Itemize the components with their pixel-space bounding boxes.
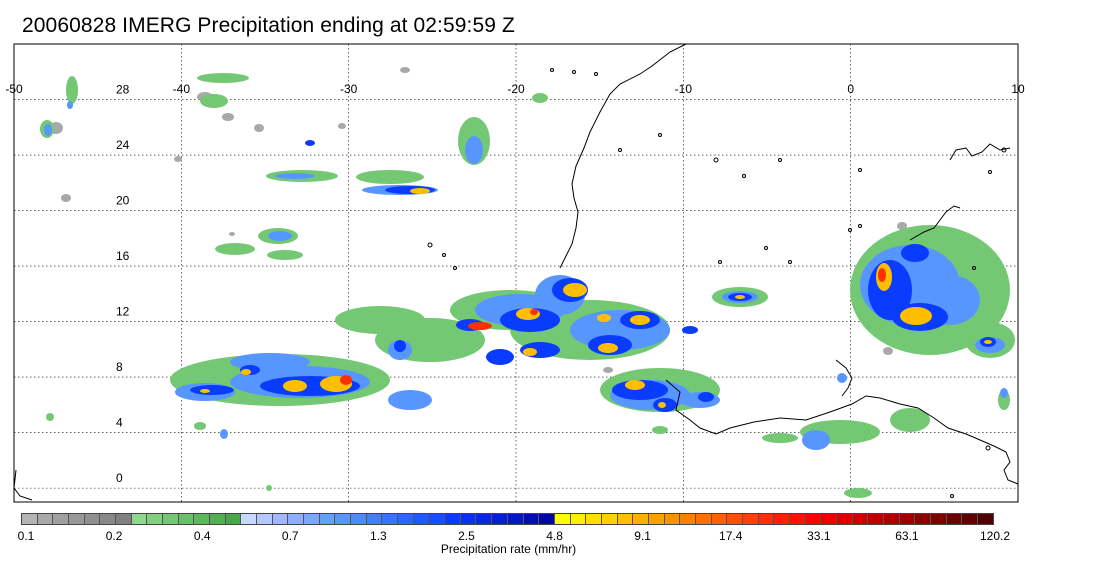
colorbar-tick-label: 0.7 [281, 529, 299, 543]
colorbar-swatch [977, 514, 993, 524]
colorbar-swatch [962, 514, 978, 524]
colorbar-swatch [225, 514, 242, 524]
colorbar-swatch [304, 514, 320, 524]
colorbar-label: Precipitation rate (mm/hr) [440, 542, 577, 556]
colorbar-swatch [319, 514, 336, 524]
lon-tick-label: -50 [5, 82, 23, 96]
coastline [14, 44, 1018, 501]
colorbar-swatch [899, 514, 916, 524]
map-title: 20060828 IMERG Precipitation ending at 0… [22, 14, 515, 37]
colorbar-swatch [84, 514, 101, 524]
lon-tick-label: -20 [507, 82, 525, 96]
colorbar-tick-label: 0.1 [17, 529, 35, 543]
colorbar-swatch [366, 514, 383, 524]
colorbar-swatch [492, 514, 508, 524]
colorbar-swatch [664, 514, 681, 524]
colorbar-swatch [445, 514, 461, 524]
lat-tick-label: 0 [116, 471, 123, 485]
colorbar-swatch [429, 514, 446, 524]
colorbar-swatch [930, 514, 947, 524]
colorbar-swatch [836, 514, 853, 524]
lon-tick-label: 10 [1011, 82, 1025, 96]
colorbar-swatch [335, 514, 352, 524]
colorbar-swatch [351, 514, 367, 524]
lat-tick-label: 8 [116, 360, 123, 374]
colorbar-swatch [586, 514, 602, 524]
colorbar-swatch [398, 514, 414, 524]
colorbar-swatch [37, 514, 54, 524]
colorbar-swatch [617, 514, 634, 524]
colorbar-swatch [554, 514, 571, 524]
colorbar-swatch [633, 514, 649, 524]
colorbar-tick-label: 17.4 [719, 529, 743, 543]
lon-tick-label: -10 [675, 82, 693, 96]
colorbar-swatch [413, 514, 430, 524]
colorbar-swatch [194, 514, 211, 524]
colorbar-swatch [69, 514, 85, 524]
colorbar-swatch [523, 514, 540, 524]
colorbar-swatch [22, 514, 38, 524]
colorbar-swatch [868, 514, 884, 524]
colorbar-swatch [163, 514, 179, 524]
colorbar-swatch [742, 514, 759, 524]
colorbar-tick-label: 63.1 [895, 529, 919, 543]
colorbar-swatch [257, 514, 273, 524]
colorbar-swatch [570, 514, 587, 524]
lon-tick-label: -40 [173, 82, 191, 96]
colorbar-swatch [272, 514, 289, 524]
colorbar-tick-label: 9.1 [634, 529, 651, 543]
colorbar-swatch [460, 514, 477, 524]
precipitation-field [14, 44, 1018, 501]
lat-tick-label: 4 [116, 416, 123, 430]
lat-tick-label: 24 [116, 138, 130, 152]
colorbar-swatch [539, 514, 555, 524]
colorbar-swatch [821, 514, 837, 524]
colorbar-swatch [507, 514, 524, 524]
colorbar-tick-label: 4.8 [546, 529, 563, 543]
colorbar-swatch [695, 514, 712, 524]
colorbar-swatch [946, 514, 963, 524]
lat-tick-label: 12 [116, 305, 130, 319]
colorbar-swatch [805, 514, 822, 524]
colorbar-swatch [116, 514, 132, 524]
precipitation-map[interactable]: -50 -40 -30 -20 -10 0 10 28 24 20 16 12 8 4 0 [0, 0, 1101, 512]
colorbar-swatch [758, 514, 775, 524]
colorbar-tick-label: 0.2 [105, 529, 123, 543]
colorbar-tick-labels: 0.1 0.2 0.4 0.7 1.3 2.5 4.8 9.1 17.4 33.1 63.1 120.… [0, 529, 1101, 545]
colorbar-swatch [852, 514, 869, 524]
colorbar-swatch [382, 514, 399, 524]
colorbar [21, 513, 994, 525]
colorbar-tick-label: 2.5 [458, 529, 475, 543]
colorbar-swatch [178, 514, 195, 524]
lon-tick-label: 0 [847, 82, 854, 96]
colorbar-swatch [131, 514, 148, 524]
colorbar-swatch [883, 514, 900, 524]
colorbar-swatch [601, 514, 618, 524]
colorbar-tick-label: 1.3 [370, 529, 387, 543]
colorbar-swatch [100, 514, 117, 524]
colorbar-swatch [915, 514, 931, 524]
colorbar-swatch [727, 514, 743, 524]
colorbar-swatch [288, 514, 305, 524]
colorbar-tick-label: 0.4 [193, 529, 211, 543]
colorbar-swatch [210, 514, 226, 524]
colorbar-swatch [648, 514, 665, 524]
lon-tick-label: -30 [340, 82, 358, 96]
colorbar-swatch [53, 514, 70, 524]
colorbar-swatch [680, 514, 696, 524]
colorbar-swatch [789, 514, 806, 524]
lat-tick-label: 20 [116, 194, 130, 208]
colorbar-swatch [711, 514, 728, 524]
colorbar-swatch [774, 514, 790, 524]
lat-tick-label: 28 [116, 83, 130, 97]
colorbar-swatch [241, 514, 258, 524]
lat-tick-label: 16 [116, 249, 130, 263]
colorbar-tick-label: 120.2 [979, 529, 1011, 543]
colorbar-swatch [476, 514, 493, 524]
colorbar-tick-label: 33.1 [807, 529, 831, 543]
colorbar-swatch [147, 514, 164, 524]
